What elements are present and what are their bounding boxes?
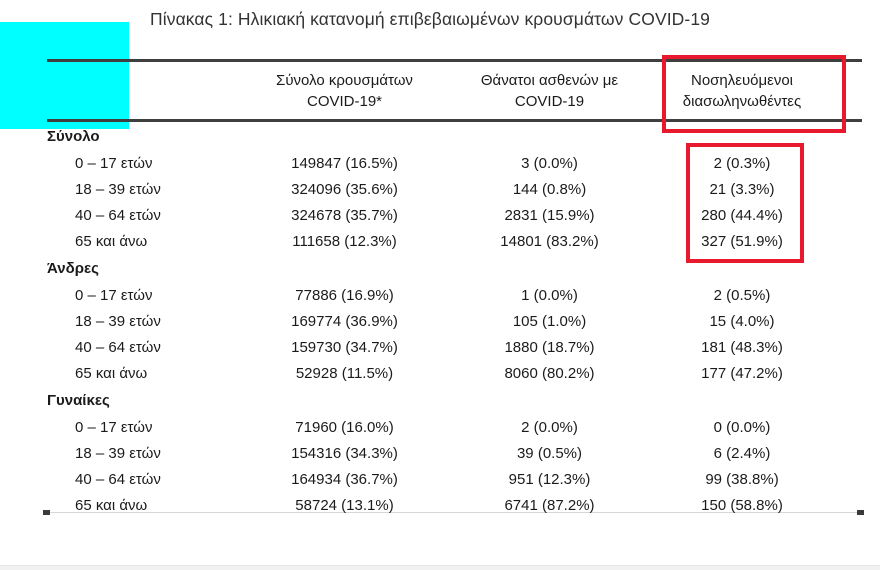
table-header-row: Σύνολο κρουσμάτων COVID-19* Θάνατοι ασθε… [47,59,862,122]
table-row: 65 και άνω 111658 (12.3%) 14801 (83.2%) … [75,232,783,250]
table-row: 0 – 17 ετών 71960 (16.0%) 2 (0.0%) 0 (0.… [75,418,771,436]
column-header-intubated: Νοσηλευόμενοι διασωληνωθέντες [682,71,802,110]
annotation-box-intubated-header [662,55,846,133]
covid-age-table: Σύνολο κρουσμάτων COVID-19* Θάνατοι ασθε… [47,59,862,518]
rule-end-mark-right [857,510,864,515]
table-row: 18 – 39 ετών 324096 (35.6%) 144 (0.8%) 2… [75,180,775,198]
table-bottom-rule [47,512,862,513]
table-row: 40 – 64 ετών 159730 (34.7%) 1880 (18.7%)… [75,338,783,356]
table-row: 0 – 17 ετών 77886 (16.9%) 1 (0.0%) 2 (0.… [75,286,771,304]
table-body: Σύνολο 0 – 17 ετών 149847 (16.5%) 3 (0.0… [47,122,862,518]
column-header-cases: Σύνολο κρουσμάτων COVID-19* [276,71,413,110]
group-header-total: Σύνολο [47,128,100,145]
cyan-highlight-rect [0,22,129,129]
table-row: 40 – 64 ετών 164934 (36.7%) 951 (12.3%) … [75,470,779,488]
window-bottom-edge [0,565,880,570]
table-row: 18 – 39 ετών 154316 (34.3%) 39 (0.5%) 6 … [75,444,771,462]
table-row: 65 και άνω 52928 (11.5%) 8060 (80.2%) 17… [75,364,783,382]
table-row: 65 και άνω 58724 (13.1%) 6741 (87.2%) 15… [75,496,783,514]
group-header-men: Άνδρες [47,260,99,277]
table-row: 40 – 64 ετών 324678 (35.7%) 2831 (15.9%)… [75,206,783,224]
table-row: 0 – 17 ετών 149847 (16.5%) 3 (0.0%) 2 (0… [75,154,771,172]
column-header-deaths: Θάνατοι ασθενών με COVID-19 [480,71,619,110]
rule-end-mark-left [43,510,50,515]
table-row: 18 – 39 ετών 169774 (36.9%) 105 (1.0%) 1… [75,312,775,330]
group-header-women: Γυναίκες [47,392,110,409]
annotation-box-intubated-values [686,143,804,263]
page-title: Πίνακας 1: Ηλικιακή κατανομή επιβεβαιωμέ… [150,9,711,29]
